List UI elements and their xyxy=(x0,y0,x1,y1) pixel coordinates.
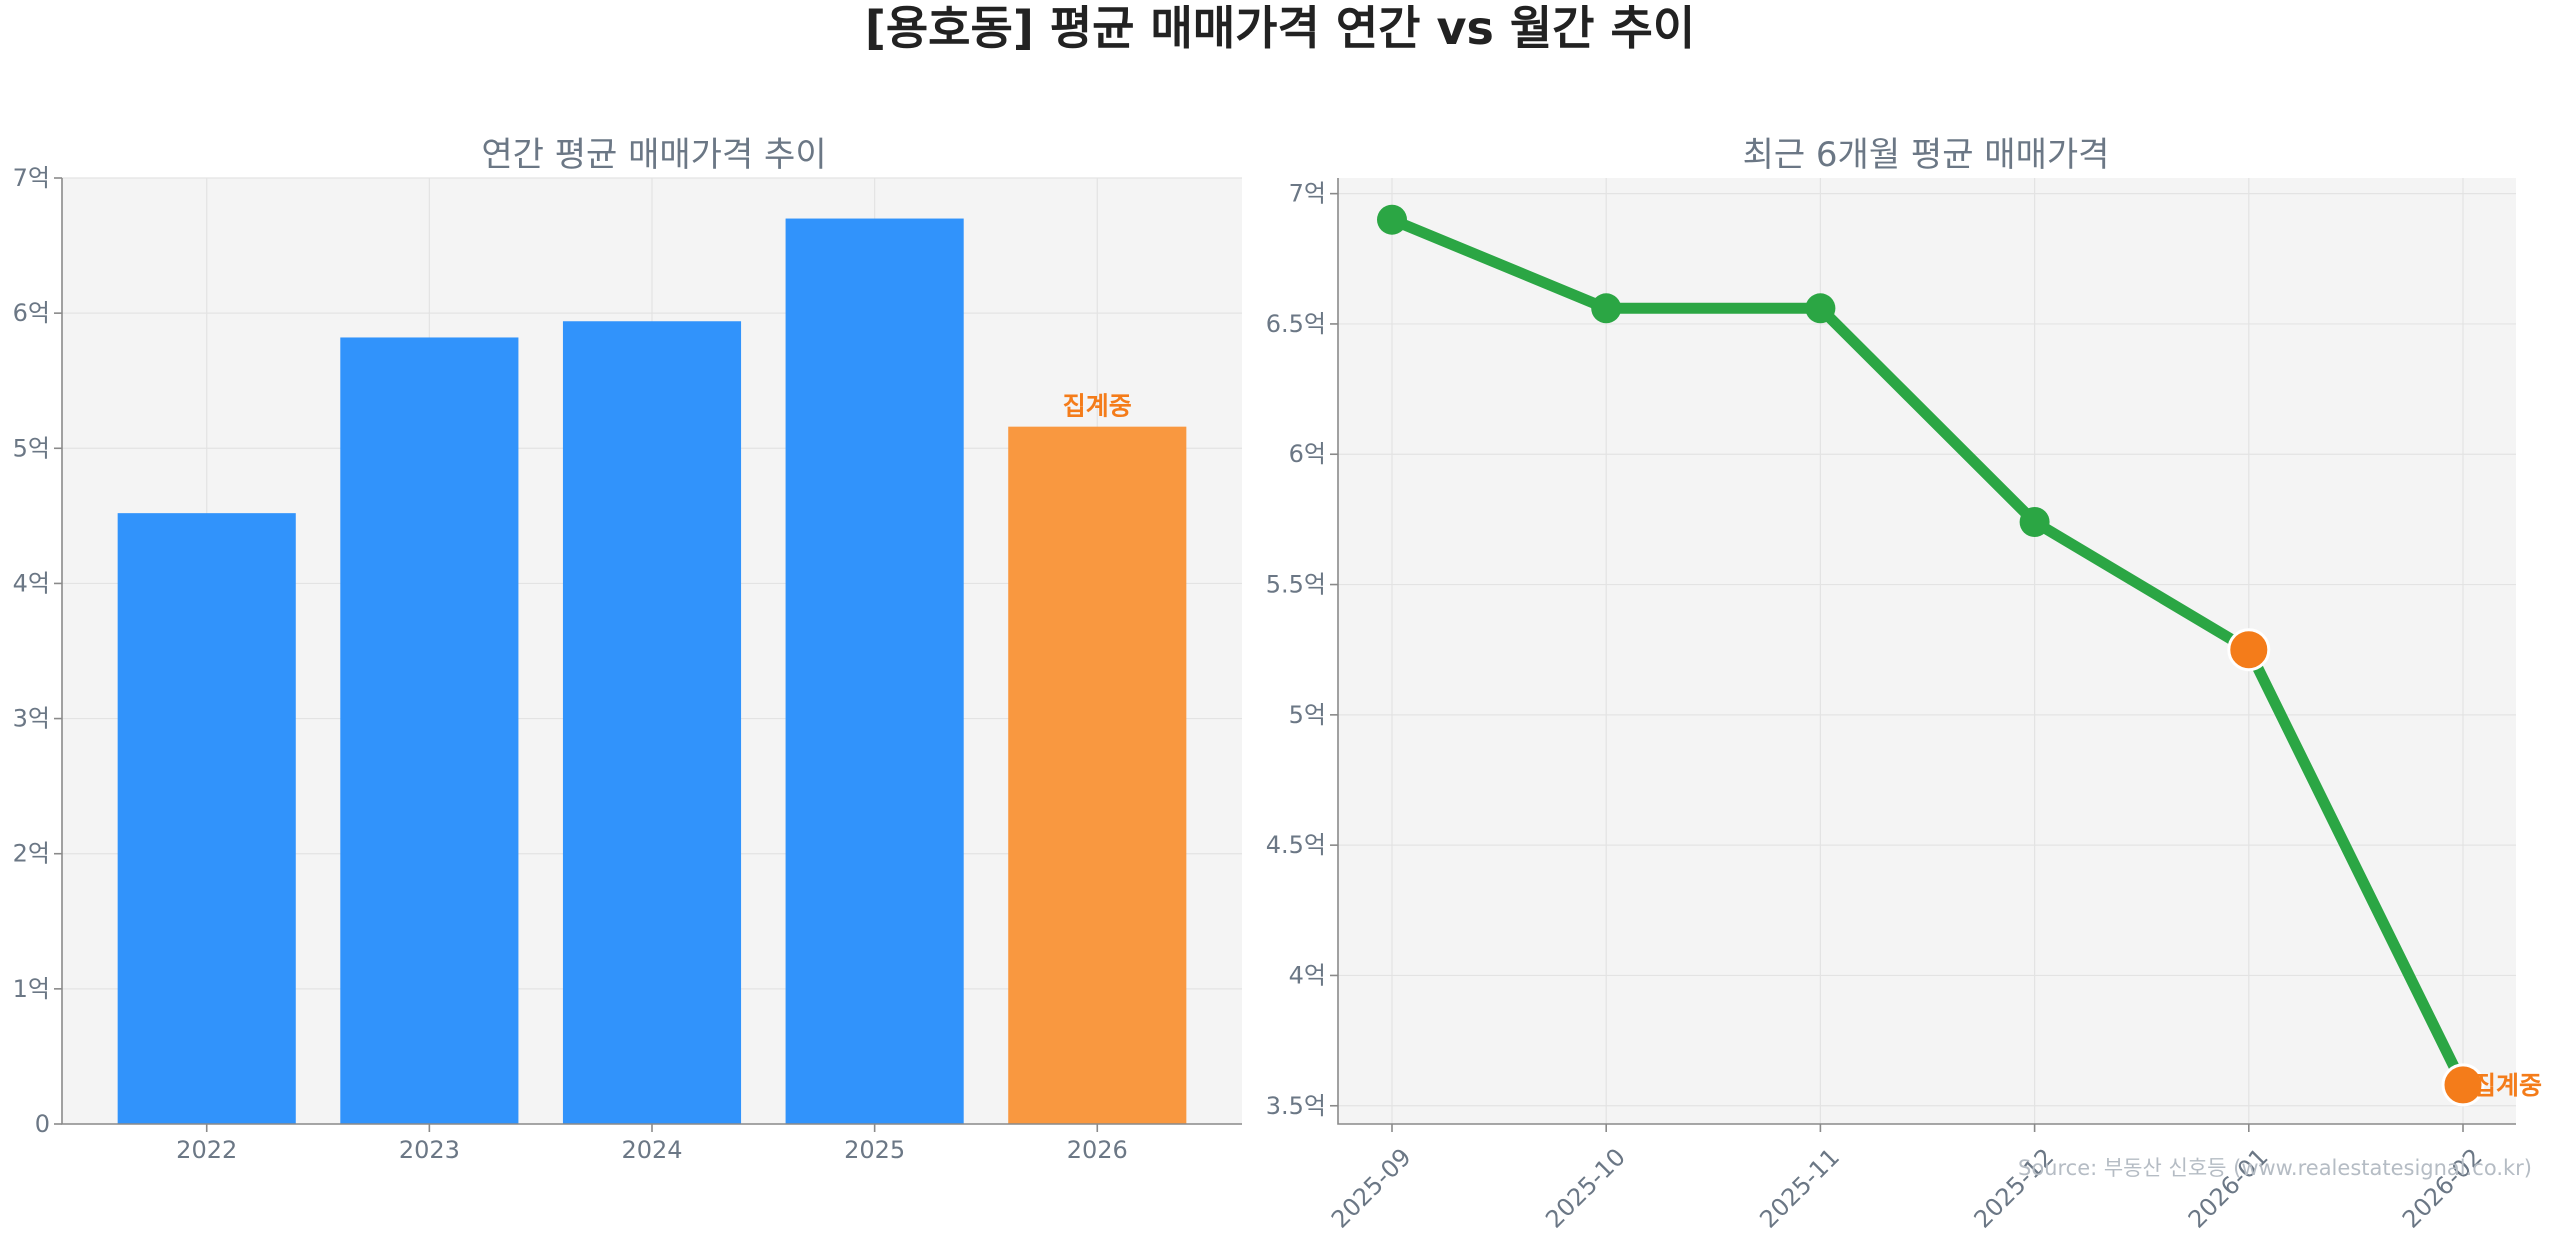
monthly-y-tick-label-3: 5억 xyxy=(1289,701,1326,729)
monthly-price-line-chart: 최근 6개월 평균 매매가격 3.5억4억4.5억5억5.5억6억6.5억7억 … xyxy=(1266,135,2542,1234)
monthly-point-2025-09 xyxy=(1377,204,1407,235)
monthly-y-tick-label-2: 4.5억 xyxy=(1266,831,1326,859)
annual-x-ticks: 2022 2023 2024 2025 2026 xyxy=(176,1124,1128,1164)
annual-y-tick-label-7: 7억 xyxy=(13,164,50,192)
annual-bar-2026 xyxy=(1008,426,1187,1125)
monthly-point-2026-02 xyxy=(2441,1063,2485,1107)
annual-y-tick-label-2: 2억 xyxy=(13,840,50,868)
monthly-x-tick-label-2: 2025-11 xyxy=(1754,1143,1845,1234)
annual-y-ticks: 0 1억 2억 3억 4억 5억 6억 7억 xyxy=(13,164,62,1138)
annual-bar-2024 xyxy=(562,321,742,1124)
annual-bar-2025 xyxy=(785,218,964,1125)
monthly-point-2026-01 xyxy=(2227,628,2271,672)
annual-x-tick-label-3: 2025 xyxy=(844,1136,905,1164)
annual-bar-2022 xyxy=(117,513,296,1124)
monthly-y-ticks: 3.5억 4억 4.5억 5억 5.5억 6억 6.5억 7억 xyxy=(1266,180,1338,1120)
annual-x-tick-label-2: 2024 xyxy=(621,1136,682,1164)
annual-x-tick-label-0: 2022 xyxy=(176,1136,237,1164)
annual-bar-2023 xyxy=(340,337,519,1124)
monthly-point-2025-11 xyxy=(1805,293,1836,324)
annual-tallying-label: 집계중 xyxy=(1063,392,1132,421)
monthly-axes xyxy=(1337,178,2516,1125)
annual-y-tick-label-5: 5억 xyxy=(13,434,50,462)
monthly-y-tick-label-7: 7억 xyxy=(1289,180,1326,208)
monthly-y-tick-label-5: 6억 xyxy=(1289,440,1326,468)
monthly-points xyxy=(1377,204,2485,1107)
monthly-point-2025-10 xyxy=(1591,293,1622,324)
annual-chart-title: 연간 평균 매매가격 추이 xyxy=(481,135,826,175)
source-note: Source: 부동산 신호등 (www.realestatesignal.co… xyxy=(2018,1156,2532,1180)
annual-y-tick-label-1: 1억 xyxy=(13,975,50,1003)
annual-y-tick-label-0: 0 xyxy=(35,1110,50,1138)
monthly-tallying-label: 집계중 xyxy=(2473,1071,2542,1100)
monthly-plot-area xyxy=(1338,178,2516,1124)
monthly-y-tick-label-6: 6.5억 xyxy=(1266,310,1326,338)
monthly-y-tick-label-4: 5.5억 xyxy=(1266,571,1326,599)
monthly-chart-title: 최근 6개월 평균 매매가격 xyxy=(1743,135,2110,175)
annual-y-tick-label-3: 3억 xyxy=(13,705,50,733)
annual-x-tick-label-1: 2023 xyxy=(399,1136,460,1164)
monthly-point-2025-12 xyxy=(2019,507,2050,537)
annual-y-tick-label-4: 4억 xyxy=(13,569,50,597)
monthly-x-tick-label-1: 2025-10 xyxy=(1540,1143,1631,1234)
monthly-price-line xyxy=(1386,214,2469,1091)
monthly-x-tick-label-0: 2025-09 xyxy=(1326,1143,1417,1234)
annual-bars xyxy=(117,218,1187,1125)
monthly-y-tick-label-0: 3.5억 xyxy=(1266,1092,1326,1120)
monthly-y-tick-label-1: 4억 xyxy=(1289,961,1326,989)
annual-y-tick-label-6: 6억 xyxy=(13,299,50,327)
figure-title: [용호동] 평균 매매가격 연간 vs 월간 추이 xyxy=(865,1,1695,55)
annual-x-tick-label-4: 2026 xyxy=(1067,1136,1128,1164)
